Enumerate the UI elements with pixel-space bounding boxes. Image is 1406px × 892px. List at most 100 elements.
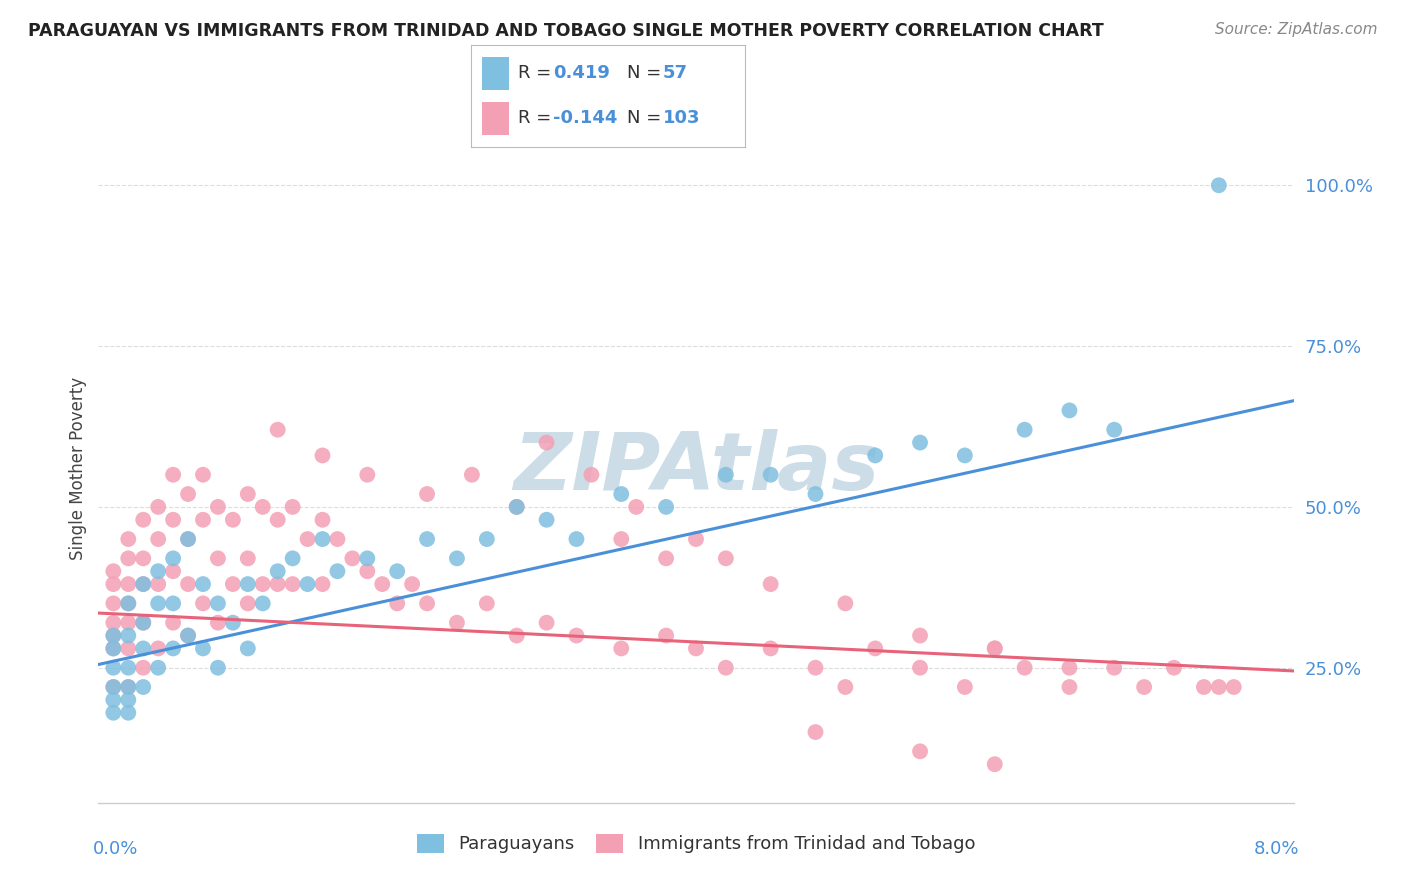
Point [446,551,468,566]
Point [162,467,184,482]
Point [117,551,139,566]
Point [281,577,304,591]
Point [863,449,886,463]
Point [177,532,200,546]
Point [281,500,304,514]
Point [610,532,633,546]
Y-axis label: Single Mother Poverty: Single Mother Poverty [69,376,87,560]
Point [103,615,125,630]
Point [311,532,333,546]
Point [132,661,155,675]
Point [1059,680,1081,694]
Point [103,641,125,656]
Point [162,596,184,610]
Point [148,661,170,675]
Point [461,467,484,482]
Text: R =: R = [517,110,557,128]
Point [252,500,274,514]
Point [475,596,498,610]
Point [356,564,378,578]
Point [191,577,214,591]
Point [565,532,588,546]
Point [132,615,155,630]
Point [162,564,184,578]
Point [222,513,245,527]
Point [132,615,155,630]
Text: 57: 57 [664,64,688,82]
Point [401,577,423,591]
Point [267,577,290,591]
Point [953,449,976,463]
Point [356,467,378,482]
Point [714,467,737,482]
Point [385,564,409,578]
Point [177,629,200,643]
Point [103,641,125,656]
Point [103,629,125,643]
Point [385,596,409,610]
Point [536,615,558,630]
Point [162,513,184,527]
Point [759,467,782,482]
Point [1059,403,1081,417]
Point [148,641,170,656]
Point [117,615,139,630]
Text: 8.0%: 8.0% [1254,839,1299,857]
Point [132,577,155,591]
Point [117,661,139,675]
Point [834,596,856,610]
Point [281,551,304,566]
Point [207,596,229,610]
Point [759,577,782,591]
Point [236,551,259,566]
Text: Source: ZipAtlas.com: Source: ZipAtlas.com [1215,22,1378,37]
Point [536,513,558,527]
Point [1208,178,1230,193]
Point [222,615,245,630]
Point [416,596,439,610]
Point [177,487,200,501]
Point [297,532,319,546]
Point [267,423,290,437]
Point [1163,661,1185,675]
Point [759,641,782,656]
Point [252,577,274,591]
Point [908,661,931,675]
Point [311,513,333,527]
Point [983,641,1005,656]
Point [685,532,707,546]
Point [222,577,245,591]
Point [103,693,125,707]
Point [267,513,290,527]
Point [103,629,125,643]
Point [191,596,214,610]
Point [207,615,229,630]
Point [342,551,364,566]
Point [191,513,214,527]
Point [804,661,827,675]
Point [983,641,1005,656]
Point [148,577,170,591]
Point [236,487,259,501]
Point [506,500,529,514]
Point [610,641,633,656]
Point [714,551,737,566]
Point [1102,661,1125,675]
Point [655,629,678,643]
Point [117,629,139,643]
Point [1014,661,1036,675]
Point [356,551,378,566]
Text: 0.0%: 0.0% [93,839,138,857]
Point [103,680,125,694]
Point [655,551,678,566]
Point [326,564,349,578]
Text: ZIPAtlas: ZIPAtlas [513,429,879,508]
Text: 103: 103 [664,110,700,128]
Point [908,629,931,643]
Point [371,577,394,591]
Point [1102,423,1125,437]
Point [117,680,139,694]
Point [1222,680,1246,694]
Point [908,435,931,450]
Point [714,661,737,675]
